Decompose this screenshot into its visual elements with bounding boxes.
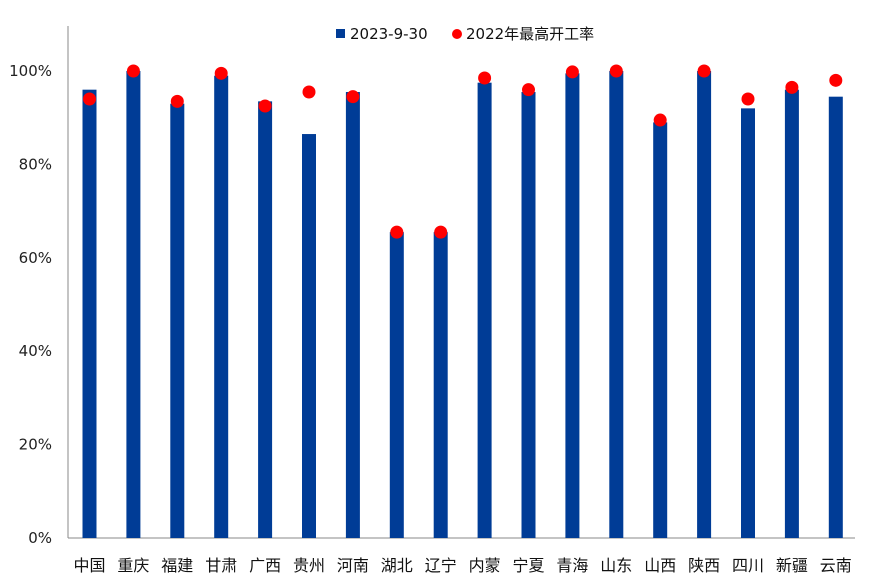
x-tick-label: 内蒙 (469, 556, 501, 575)
marker-5 (258, 99, 272, 113)
x-tick-label: 湖北 (381, 556, 413, 575)
x-tick-label: 青海 (556, 556, 588, 575)
bar-6 (302, 134, 316, 539)
bar-16 (741, 108, 755, 539)
x-tick-label: 宁夏 (512, 556, 544, 575)
bar-17 (784, 89, 799, 539)
bar-9 (433, 232, 448, 539)
x-tick-label: 山西 (644, 556, 676, 575)
x-tick-label: 陕西 (688, 556, 720, 575)
marker-14 (653, 113, 667, 127)
bar-10 (477, 82, 492, 539)
marker-1 (83, 92, 96, 106)
y-tick-label: 20% (19, 436, 52, 454)
y-tick-label: 80% (19, 155, 52, 173)
y-tick-label: 0% (28, 529, 52, 547)
y-tick-label: 60% (19, 249, 52, 267)
bar-1 (82, 89, 97, 539)
x-tick-label: 福建 (161, 556, 193, 575)
x-tick-label: 中国 (73, 556, 105, 575)
marker-9 (434, 225, 448, 239)
bar-5 (258, 101, 273, 538)
marker-13 (609, 64, 623, 78)
y-tick-label: 100% (9, 62, 52, 80)
marker-11 (522, 83, 535, 97)
x-tick-label: 广西 (249, 556, 281, 575)
x-tick-label: 河南 (337, 556, 369, 575)
x-tick-label: 贵州 (293, 556, 325, 575)
marker-15 (697, 64, 711, 78)
bar-11 (521, 92, 536, 538)
bar-2 (126, 71, 141, 538)
x-tick-label: 云南 (820, 556, 852, 575)
x-tick-label: 辽宁 (425, 556, 457, 575)
legend-label-marker: 2022年最高开工率 (466, 25, 594, 43)
bar-13 (609, 71, 624, 538)
marker-10 (478, 71, 492, 85)
bar-4 (214, 75, 229, 539)
legend: 2023-9-30 2022年最高开工率 (336, 25, 594, 43)
bars (82, 71, 843, 539)
x-tick-labels: 中国 重庆 福建 甘肃 广西 贵州 河南 湖北 辽宁 内蒙 宁夏 青海 山东 山西 陕西 四川 新疆 云南 (73, 556, 851, 575)
bar-15 (697, 71, 712, 538)
x-tick-label: 四川 (732, 556, 764, 575)
bar-8 (389, 232, 404, 539)
marker-7 (346, 90, 360, 104)
bar-14 (653, 122, 668, 539)
legend-swatch-marker (452, 29, 462, 39)
legend-swatch-bar (336, 29, 345, 38)
x-tick-label: 新疆 (776, 556, 808, 575)
markers (83, 64, 843, 239)
marker-18 (829, 73, 843, 87)
marker-8 (390, 225, 404, 239)
bar-7 (345, 92, 360, 538)
legend-label-bar: 2023-9-30 (350, 25, 428, 43)
marker-3 (170, 94, 184, 108)
marker-12 (565, 65, 579, 79)
bar-3 (170, 103, 185, 538)
y-tick-label: 40% (19, 342, 52, 360)
x-tick-label: 甘肃 (205, 556, 237, 575)
x-tick-label: 山东 (600, 556, 632, 575)
marker-4 (214, 66, 228, 80)
marker-2 (126, 64, 140, 78)
y-tick-labels: 0% 20% 40% 60% 80% 100% (9, 62, 52, 547)
marker-16 (741, 92, 755, 106)
bar-12 (565, 73, 580, 539)
bar-18 (828, 96, 843, 538)
marker-17 (785, 80, 799, 94)
marker-6 (302, 85, 316, 99)
x-tick-label: 重庆 (117, 556, 149, 575)
